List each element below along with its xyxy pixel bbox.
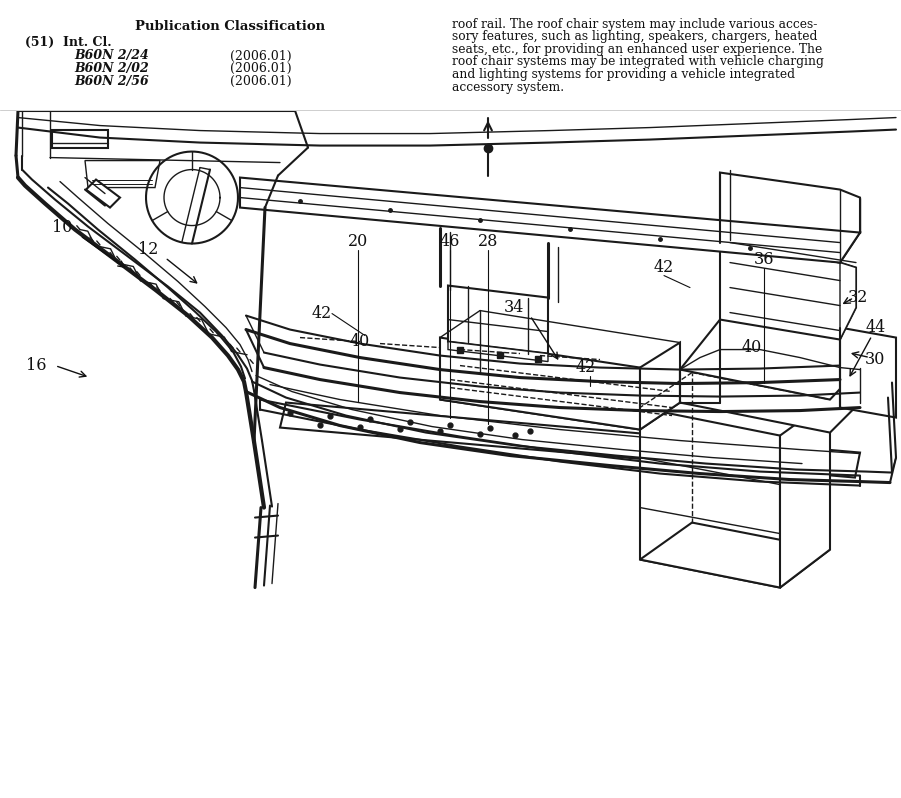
Text: B60N 2/24: B60N 2/24 xyxy=(74,49,149,62)
Polygon shape xyxy=(448,342,548,361)
Text: (2006.01): (2006.01) xyxy=(230,62,291,75)
Text: 42: 42 xyxy=(312,305,332,322)
Polygon shape xyxy=(85,160,160,188)
Text: 42: 42 xyxy=(576,359,596,376)
Polygon shape xyxy=(840,263,856,340)
Text: 42: 42 xyxy=(654,259,674,276)
Text: roof rail. The roof chair system may include various acces-: roof rail. The roof chair system may inc… xyxy=(452,18,818,30)
Text: seats, etc., for providing an enhanced user experience. The: seats, etc., for providing an enhanced u… xyxy=(452,43,823,56)
Polygon shape xyxy=(720,172,860,263)
Text: B60N 2/02: B60N 2/02 xyxy=(74,62,149,75)
Text: 10: 10 xyxy=(52,219,72,236)
Polygon shape xyxy=(86,180,120,207)
Text: 16: 16 xyxy=(26,357,46,374)
Polygon shape xyxy=(440,338,640,429)
Polygon shape xyxy=(448,286,548,354)
Text: 30: 30 xyxy=(865,351,885,368)
Polygon shape xyxy=(640,408,780,587)
Polygon shape xyxy=(640,523,830,587)
Text: 28: 28 xyxy=(478,233,498,250)
Text: 40: 40 xyxy=(350,333,370,350)
Polygon shape xyxy=(720,243,856,340)
Text: (2006.01): (2006.01) xyxy=(230,75,291,88)
Polygon shape xyxy=(52,129,108,148)
Text: 34: 34 xyxy=(504,299,524,316)
Polygon shape xyxy=(240,178,860,263)
Text: 36: 36 xyxy=(754,251,774,268)
Text: (2006.01): (2006.01) xyxy=(230,49,291,62)
Text: accessory system.: accessory system. xyxy=(452,81,564,93)
Text: sory features, such as lighting, speakers, chargers, heated: sory features, such as lighting, speaker… xyxy=(452,30,818,43)
Polygon shape xyxy=(840,327,896,417)
Text: 32: 32 xyxy=(848,289,869,306)
Text: and lighting systems for providing a vehicle integrated: and lighting systems for providing a veh… xyxy=(452,68,796,81)
Text: (51)  Int. Cl.: (51) Int. Cl. xyxy=(25,36,112,49)
Text: 46: 46 xyxy=(440,233,460,250)
Polygon shape xyxy=(640,342,680,429)
Polygon shape xyxy=(680,368,860,433)
Text: roof chair systems may be integrated with vehicle charging: roof chair systems may be integrated wit… xyxy=(452,55,824,69)
Text: 12: 12 xyxy=(138,241,159,258)
Polygon shape xyxy=(780,400,830,587)
Text: 44: 44 xyxy=(866,319,886,336)
Text: 20: 20 xyxy=(348,233,369,250)
Text: 40: 40 xyxy=(742,339,762,356)
Text: B60N 2/56: B60N 2/56 xyxy=(74,75,149,88)
Text: Publication Classification: Publication Classification xyxy=(134,19,325,33)
Polygon shape xyxy=(440,373,680,429)
Polygon shape xyxy=(280,402,860,477)
